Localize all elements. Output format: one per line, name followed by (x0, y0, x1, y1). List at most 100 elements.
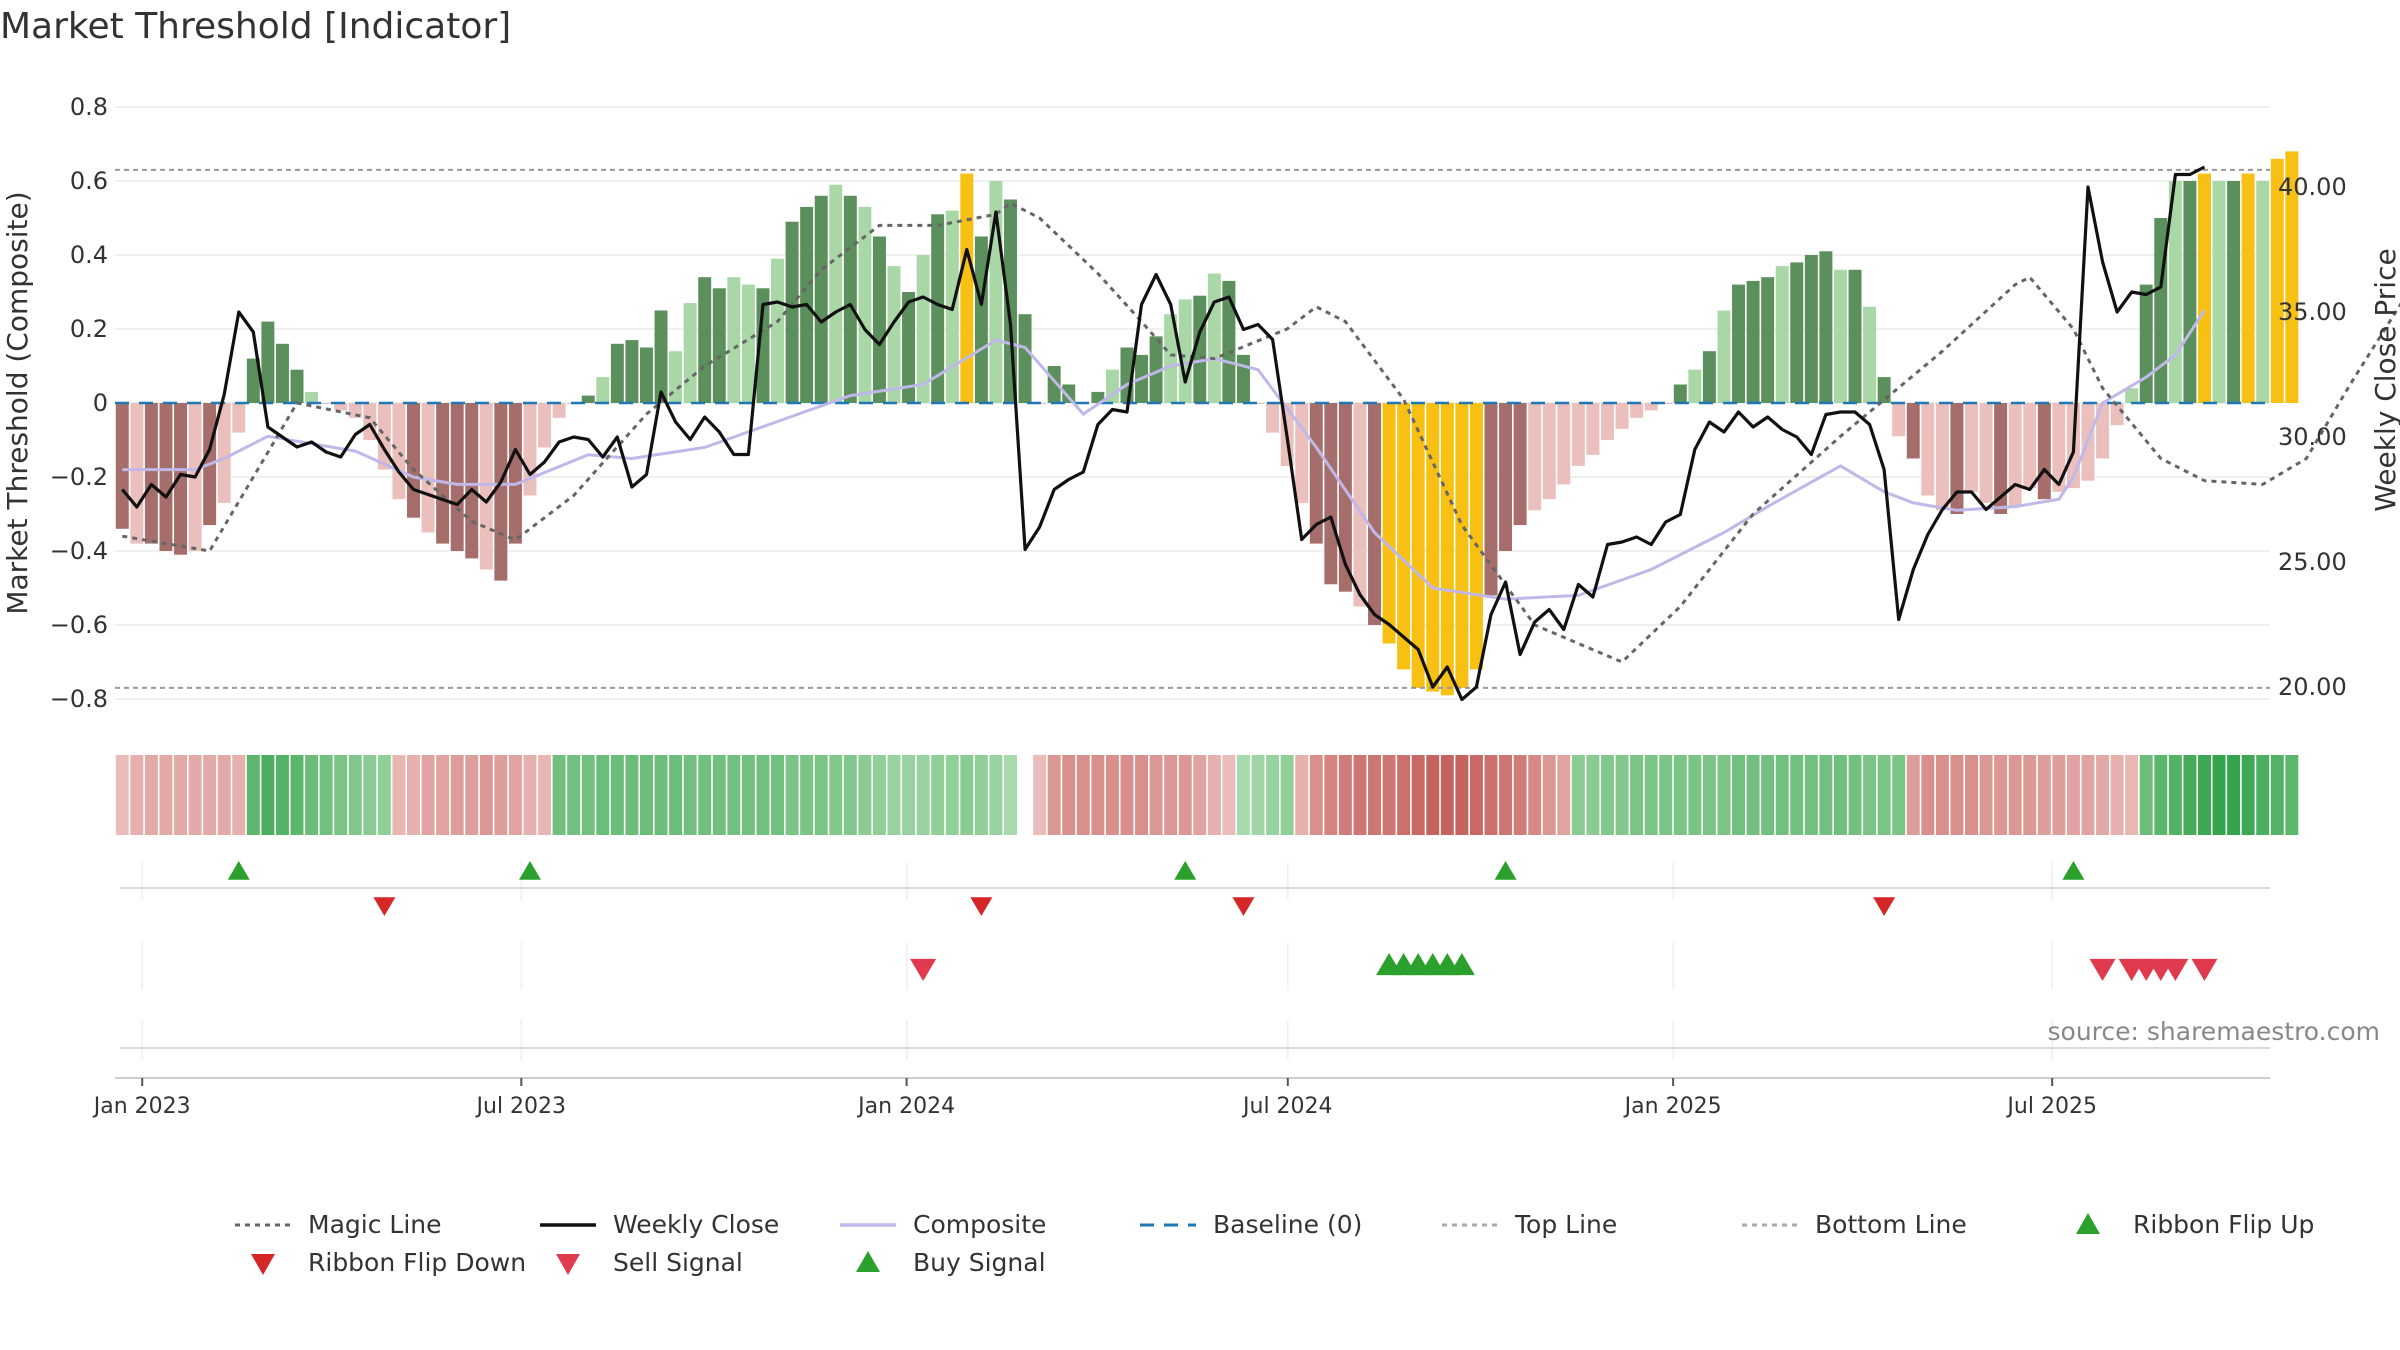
ribbon-cell (2139, 755, 2153, 835)
ribbon-cell (843, 755, 857, 835)
ribbon-cell (2212, 755, 2226, 835)
ribbon-cell (785, 755, 799, 835)
histogram-bar (2285, 151, 2299, 403)
histogram-bar (581, 395, 595, 403)
histogram-bar (1950, 403, 1964, 514)
histogram-bar (887, 266, 901, 403)
left-tick-label: 0 (93, 389, 108, 417)
ribbon-cell (1790, 755, 1804, 835)
ribbon-cell (1601, 755, 1614, 835)
ribbon-cell (974, 755, 988, 835)
histogram-bar (1178, 299, 1192, 403)
x-tick-label: Jul 2023 (475, 1094, 567, 1119)
x-tick-label: Jan 2023 (92, 1094, 191, 1119)
ribbon-cell (261, 755, 275, 835)
histogram-bar (2139, 284, 2153, 403)
ribbon-cell (741, 755, 755, 835)
ribbon-cell (188, 755, 202, 835)
legend-swatch (2076, 1213, 2100, 1234)
ribbon-cell (1746, 755, 1760, 835)
histogram-bar (1892, 403, 1906, 437)
histogram-bar (2256, 181, 2270, 403)
histogram-bar (305, 391, 319, 403)
ribbon-cell (538, 755, 552, 835)
main-panel (115, 106, 2400, 702)
ribbon-cell (1149, 755, 1163, 835)
ribbon-cell (1833, 755, 1847, 835)
legend-item: Buy Signal (856, 1248, 1046, 1277)
histogram-bar (1906, 403, 1920, 459)
ribbon-cell (421, 755, 435, 835)
ribbon-cell (1338, 755, 1352, 835)
legend-item: Composite (840, 1210, 1046, 1239)
ribbon-cell (1426, 755, 1440, 835)
ribbon-cell (1295, 755, 1309, 835)
ribbon-cell (1091, 755, 1105, 835)
legend-item: Baseline (0) (1140, 1210, 1362, 1239)
ribbon-cell (916, 755, 930, 835)
ribbon-cell (683, 755, 697, 835)
sell-signal-marker (2162, 958, 2189, 981)
legend-label: Bottom Line (1815, 1210, 1967, 1239)
ribbon-cell (1615, 755, 1629, 835)
left-tick-label: 0.2 (70, 315, 108, 343)
ribbon-cell (334, 755, 348, 835)
histogram-bar (1746, 280, 1760, 403)
histogram-bar (596, 377, 610, 403)
histogram-bar (1542, 403, 1556, 500)
histogram-bar (1761, 277, 1775, 403)
histogram-bar (377, 403, 391, 470)
ribbon-cell (960, 755, 974, 835)
ribbon-cell (465, 755, 479, 835)
ribbon-cell (945, 755, 959, 835)
histogram-bar (843, 195, 857, 403)
histogram-bar (1586, 403, 1600, 455)
histogram-bar (872, 236, 886, 403)
histogram-bar (1833, 269, 1847, 403)
right-tick-label: 25.00 (2278, 548, 2347, 576)
ribbon-cell (377, 755, 391, 835)
ribbon-cell (1513, 755, 1527, 835)
ribbon-cell (232, 755, 246, 835)
histogram-bar (508, 403, 522, 544)
ribbon-cell (1076, 755, 1090, 835)
x-tick-label: Jan 2024 (856, 1094, 955, 1119)
legend-item: Top Line (1442, 1210, 1617, 1239)
ribbon-cell (669, 755, 683, 835)
histogram-bar (1819, 251, 1833, 403)
ribbon-cell (2125, 755, 2139, 835)
legend-item: Magic Line (235, 1210, 442, 1239)
histogram-bar (1018, 314, 1032, 403)
left-tick-label: 0.8 (70, 93, 108, 121)
ribbon-cell (1586, 755, 1600, 835)
ribbon-cell (1440, 755, 1454, 835)
ribbon-cell (814, 755, 828, 835)
x-axis: Jan 2023 Jul 2023 Jan 2024 Jul 2024 Jan 2025… (92, 1077, 2270, 1119)
histogram-bar (1105, 369, 1119, 403)
ribbon-cell (1673, 755, 1687, 835)
histogram-bar (1368, 403, 1381, 625)
histogram-bar (392, 403, 406, 500)
ribbon-cell (829, 755, 843, 835)
marker-rows (120, 861, 2270, 1060)
ribbon-cell (1557, 755, 1571, 835)
ribbon-cell (2227, 755, 2241, 835)
ribbon-cell (348, 755, 362, 835)
histogram-bar (2270, 158, 2284, 403)
right-tick-label: 20.00 (2278, 673, 2347, 701)
histogram-bar (2197, 173, 2211, 403)
ribbon-cell (2008, 755, 2022, 835)
histogram-bar (246, 358, 260, 403)
ribbon-cell (290, 755, 304, 835)
right-tick-label: 40.00 (2278, 173, 2347, 201)
ribbon-cell (1018, 755, 1032, 835)
histogram-bar (2110, 403, 2124, 426)
histogram-bar (1848, 269, 1862, 403)
histogram-bar (2227, 181, 2241, 403)
legend-label: Weekly Close (613, 1210, 779, 1239)
ribbon-cell (1979, 755, 1993, 835)
histogram-bar (275, 343, 289, 403)
left-tick-label: 0.4 (70, 241, 108, 269)
ribbon-cell (2110, 755, 2124, 835)
ribbon-cell (596, 755, 610, 835)
